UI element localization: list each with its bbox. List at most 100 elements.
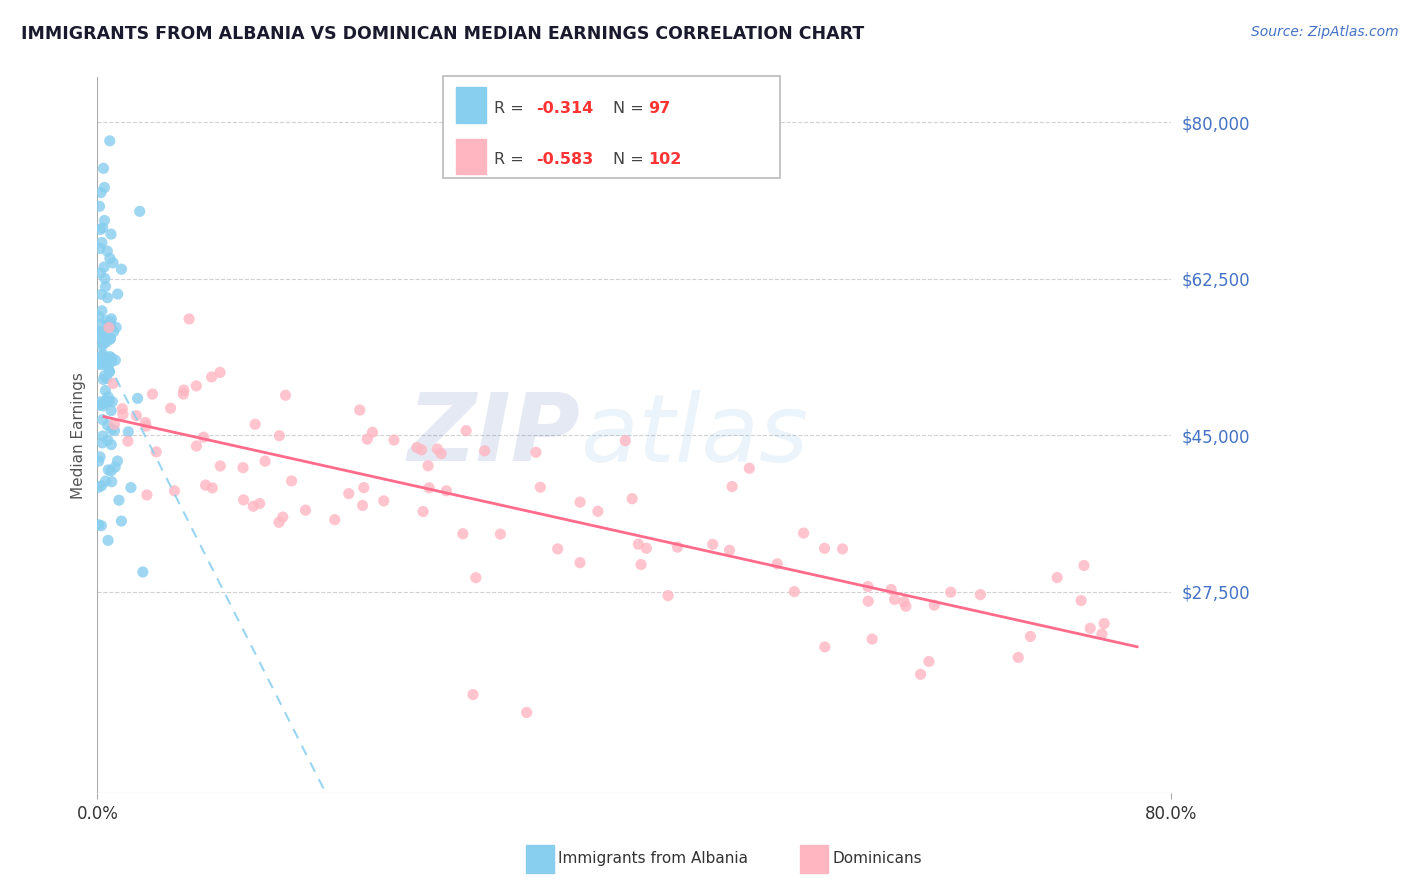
Point	[89, 354, 111, 368]
Point	[1073, 558, 1095, 573]
Point	[98, 364, 121, 378]
Point	[718, 543, 741, 558]
Point	[193, 430, 215, 444]
Point	[127, 392, 149, 406]
Point	[89, 450, 111, 464]
Point	[89, 394, 111, 409]
Point	[87, 310, 110, 324]
Point	[93, 213, 115, 227]
Point	[249, 497, 271, 511]
Point	[242, 499, 264, 513]
Point	[94, 384, 117, 398]
Point	[132, 565, 155, 579]
Point	[434, 483, 457, 498]
Point	[94, 394, 117, 409]
Point	[100, 351, 122, 365]
Point	[128, 204, 150, 219]
Point	[97, 359, 120, 374]
Point	[97, 390, 120, 404]
Point	[489, 527, 512, 541]
Point	[783, 584, 806, 599]
Point	[464, 571, 486, 585]
Point	[96, 244, 118, 258]
Point	[430, 447, 453, 461]
Point	[98, 332, 121, 346]
Text: -0.583: -0.583	[536, 153, 593, 168]
Point	[232, 492, 254, 507]
Point	[100, 227, 122, 241]
Point	[586, 504, 609, 518]
Point	[657, 589, 679, 603]
Point	[418, 481, 440, 495]
Point	[738, 461, 761, 475]
Point	[98, 320, 121, 334]
Point	[87, 326, 110, 341]
Point	[793, 526, 815, 541]
Point	[91, 429, 114, 443]
Point	[90, 349, 112, 363]
Point	[100, 315, 122, 329]
Text: Immigrants from Albania: Immigrants from Albania	[558, 852, 748, 866]
Point	[91, 339, 114, 353]
Text: Source: ZipAtlas.com: Source: ZipAtlas.com	[1251, 25, 1399, 39]
Point	[209, 365, 232, 379]
Point	[922, 598, 945, 612]
Point	[90, 324, 112, 338]
Point	[100, 403, 122, 417]
Point	[145, 445, 167, 459]
Point	[87, 454, 110, 468]
Point	[103, 417, 125, 432]
Point	[100, 422, 122, 436]
Text: ZIP: ZIP	[408, 389, 581, 481]
Point	[621, 491, 644, 506]
Text: atlas: atlas	[581, 390, 808, 481]
Point	[110, 514, 132, 528]
Point	[93, 331, 115, 345]
Point	[411, 442, 433, 457]
Point	[87, 330, 110, 344]
Point	[103, 325, 125, 339]
Point	[529, 480, 551, 494]
Point	[120, 481, 142, 495]
Point	[91, 348, 114, 362]
Point	[172, 387, 194, 401]
Point	[201, 370, 224, 384]
Point	[451, 526, 474, 541]
Point	[90, 518, 112, 533]
Point	[516, 706, 538, 720]
Point	[89, 199, 111, 213]
Point	[117, 425, 139, 439]
Point	[91, 356, 114, 370]
Point	[159, 401, 181, 416]
Point	[280, 474, 302, 488]
Point	[614, 434, 637, 448]
Point	[90, 358, 112, 372]
Point	[569, 495, 592, 509]
Point	[89, 222, 111, 236]
Point	[135, 419, 157, 434]
Point	[969, 588, 991, 602]
Point	[524, 445, 547, 459]
Point	[89, 242, 111, 256]
Point	[89, 266, 111, 280]
Point	[416, 458, 439, 473]
Point	[90, 287, 112, 301]
Point	[94, 394, 117, 409]
Point	[111, 407, 134, 421]
Point	[141, 387, 163, 401]
Point	[103, 376, 125, 391]
Point	[382, 433, 405, 447]
Point	[267, 516, 290, 530]
Point	[243, 417, 266, 432]
Text: R =: R =	[494, 153, 529, 168]
Point	[337, 486, 360, 500]
Point	[883, 592, 905, 607]
Point	[100, 319, 122, 334]
Point	[254, 454, 277, 468]
Text: -0.314: -0.314	[536, 101, 593, 116]
Text: R =: R =	[494, 101, 529, 116]
Point	[627, 537, 650, 551]
Point	[91, 220, 114, 235]
Point	[893, 595, 915, 609]
Point	[90, 235, 112, 250]
